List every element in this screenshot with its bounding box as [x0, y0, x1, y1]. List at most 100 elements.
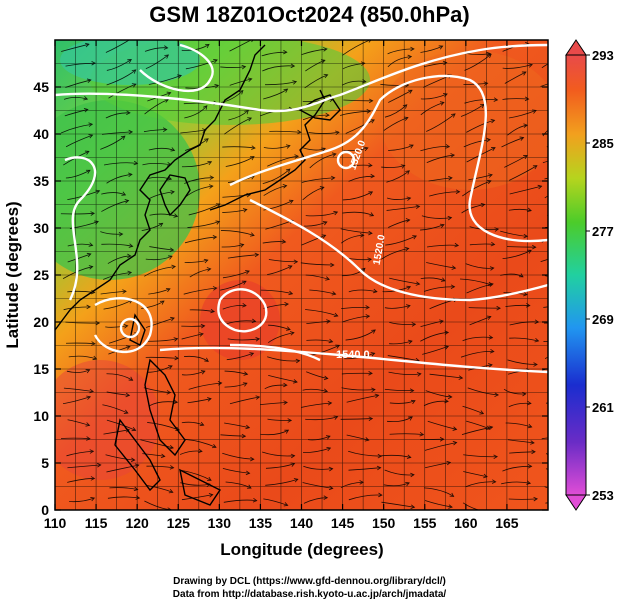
streamline-arrow	[252, 497, 258, 503]
streamline	[346, 394, 379, 403]
streamline	[103, 162, 138, 166]
streamline-arrow	[171, 264, 177, 270]
streamline	[464, 99, 498, 104]
streamline	[262, 65, 295, 72]
streamline	[107, 255, 131, 264]
streamline	[507, 359, 538, 365]
streamline-arrow	[88, 134, 94, 139]
streamline-arrow	[88, 122, 94, 127]
streamline-arrow	[85, 422, 91, 427]
streamline-arrow	[404, 246, 410, 252]
streamline-arrow	[200, 370, 206, 375]
streamline-arrow	[407, 89, 413, 94]
streamline-arrow	[84, 42, 90, 48]
streamline	[348, 450, 382, 457]
streamline	[508, 498, 538, 500]
streamline-arrow	[326, 446, 332, 452]
streamline-arrow	[378, 492, 383, 498]
streamline	[268, 332, 294, 343]
streamline	[267, 356, 300, 362]
streamline-arrow	[370, 352, 376, 357]
streamline	[267, 265, 293, 275]
streamline-arrow	[91, 60, 96, 66]
streamline	[386, 170, 410, 183]
streamline	[544, 486, 548, 489]
streamline-arrow	[290, 453, 296, 459]
streamline-arrow	[487, 53, 492, 59]
streamline-arrow	[458, 375, 464, 380]
streamline	[67, 253, 91, 263]
streamline	[229, 396, 260, 405]
streamline-arrow	[85, 369, 91, 374]
streamline	[181, 421, 204, 426]
streamline	[148, 288, 171, 295]
streamline-arrow	[297, 129, 302, 135]
colorbar-label: 253	[592, 488, 614, 503]
streamline-arrow	[238, 90, 244, 95]
streamline-arrow	[444, 345, 450, 350]
streamline-arrow	[126, 110, 131, 115]
streamline	[508, 110, 537, 119]
streamline-arrow	[330, 262, 335, 268]
streamline	[541, 63, 548, 69]
streamline-arrow	[284, 301, 289, 307]
streamline-arrow	[370, 173, 376, 179]
streamline	[267, 418, 292, 421]
streamline	[420, 224, 445, 231]
streamline-arrow	[530, 440, 535, 445]
streamline-arrow	[134, 463, 140, 468]
streamline-arrow	[439, 437, 445, 442]
streamline-arrow	[245, 470, 251, 476]
streamline	[109, 487, 138, 490]
streamline	[265, 81, 297, 86]
streamline-arrow	[327, 400, 333, 406]
streamline-arrow	[405, 481, 410, 487]
streamline-arrow	[448, 504, 453, 509]
streamline-arrow	[177, 74, 182, 79]
streamline-arrow	[325, 112, 330, 118]
streamline	[501, 481, 531, 485]
streamline-arrow	[170, 147, 176, 152]
streamline-arrow	[170, 316, 175, 322]
streamline-arrow	[128, 129, 134, 135]
streamline	[306, 339, 333, 343]
streamline	[305, 211, 338, 217]
streamline-arrow	[293, 379, 298, 384]
streamline-arrow	[359, 233, 365, 238]
streamline-arrow	[323, 388, 329, 393]
streamline	[188, 203, 221, 216]
streamline	[468, 174, 493, 181]
streamline	[427, 420, 457, 430]
streamline	[302, 388, 328, 392]
streamline-arrow	[440, 277, 446, 282]
streamline	[423, 487, 454, 497]
streamline-arrow	[281, 239, 287, 244]
streamline-arrow	[215, 203, 221, 208]
streamline	[463, 471, 488, 478]
streamline-arrow	[207, 397, 212, 402]
streamline-arrow	[242, 382, 248, 387]
streamline-arrow	[163, 45, 169, 50]
streamline	[426, 262, 456, 269]
streamline-arrow	[243, 371, 249, 376]
streamline	[302, 114, 330, 121]
streamline-arrow	[455, 189, 461, 195]
streamline-arrow	[168, 365, 173, 370]
streamline	[106, 69, 136, 86]
streamline-arrow	[524, 96, 530, 102]
streamline	[544, 195, 548, 199]
streamline	[106, 59, 132, 71]
streamline-arrow	[245, 424, 251, 430]
streamline-arrow	[287, 265, 293, 270]
streamline	[386, 416, 413, 423]
streamline	[424, 442, 457, 451]
streamline-arrow	[368, 162, 373, 168]
streamline	[222, 194, 251, 198]
streamline	[384, 104, 408, 118]
streamline-arrow	[450, 284, 456, 289]
streamline-arrow	[448, 175, 453, 181]
streamline-arrow	[489, 266, 495, 271]
streamline-arrow	[212, 235, 218, 240]
streamline-arrow	[368, 98, 374, 104]
streamline-arrow	[251, 318, 257, 324]
